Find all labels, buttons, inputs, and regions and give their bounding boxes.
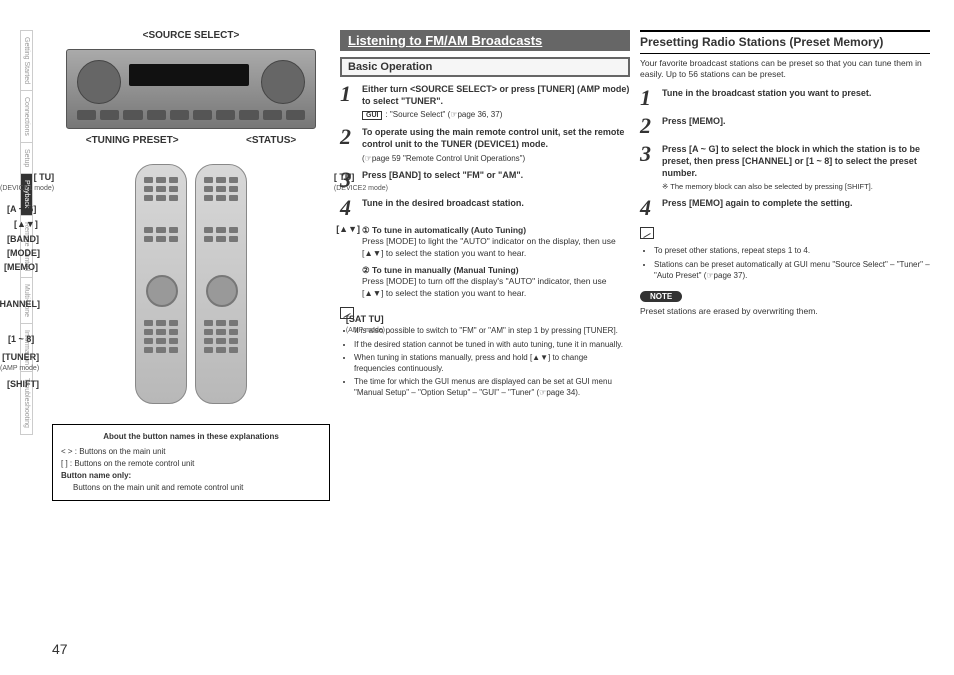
subtitle-basic-operation: Basic Operation [340,57,630,77]
r-step-3: 3 Press [A ~ G] to select the block in w… [640,143,930,179]
column-right: Presetting Radio Stations (Preset Memory… [640,30,930,317]
step-num-1: 1 [340,83,358,107]
right-bullets: To preset other stations, repeat steps 1… [640,245,930,281]
callout-mode: [MODE] [7,248,40,258]
about-line4: Buttons on the main unit and remote cont… [61,482,321,494]
mid-bullet-4: The time for which the GUI menus are dis… [354,376,630,398]
step-1: 1 Either turn <SOURCE SELECT> or press [… [340,83,630,107]
callout-band: [BAND] [7,234,39,244]
callout-channel: [CHANNEL] [0,299,40,309]
r-step-2: 2 Press [MEMO]. [640,115,930,137]
note-body: Preset stations are erased by overwritin… [640,306,930,317]
about-line1: < > : Buttons on the main unit [61,446,321,458]
callout-shift: [SHIFT] [7,379,39,389]
step-1-text: Either turn <SOURCE SELECT> or press [TU… [362,84,629,106]
mid-bullet-1: It is also possible to switch to "FM" or… [354,325,630,336]
step-3: 3 Press [BAND] to select "FM" or "AM". [340,169,630,191]
page-number: 47 [52,641,68,657]
receiver-diagram [66,49,316,129]
callout-tu-1: [ TU](DEVICE1 mode) [0,172,54,192]
step-3-text: Press [BAND] to select "FM" or "AM". [362,170,523,180]
callout-1-8: [1 ~ 8] [8,334,34,344]
r-step-3-note: ※ The memory block can also be selected … [662,182,930,191]
label-tuning-preset: <TUNING PRESET> [86,135,179,146]
about-line2: [ ] : Buttons on the remote control unit [61,458,321,470]
heading-preset-memory: Presetting Radio Stations (Preset Memory… [640,30,930,54]
about-box: About the button names in these explanat… [52,424,330,501]
label-status: <STATUS> [246,135,296,146]
step-4: 4 Tune in the desired broadcast station. [340,197,630,219]
r-step-1: 1 Tune in the broadcast station you want… [640,87,930,109]
remotes-diagram: [ TU](DEVICE1 mode) [A ~ G] [▲▼] [BAND] … [52,164,330,404]
callout-tuner: [TUNER](AMP mode) [0,352,39,372]
callout-ag: [A ~ G] [7,204,36,214]
remote-1 [135,164,187,404]
step-2-text: To operate using the main remote control… [362,127,624,149]
mid-bullet-3: When tuning in stations manually, press … [354,352,630,374]
pen-icon [340,307,354,319]
right-bullet-2: Stations can be preset automatically at … [654,259,930,281]
tab-connections[interactable]: Connections [20,90,33,142]
note-pill: NOTE [640,291,682,302]
step-num-4: 4 [340,197,358,219]
tab-getting-started[interactable]: Getting Started [20,30,33,90]
right-bullet-1: To preset other stations, repeat steps 1… [654,245,930,256]
about-title: About the button names in these explanat… [61,431,321,443]
column-left: <SOURCE SELECT> <TUNING PRESET> <STATUS>… [52,30,330,501]
r-step-4: 4 Press [MEMO] again to complete the set… [640,197,930,219]
label-source-select: <SOURCE SELECT> [52,30,330,41]
step-2: 2 To operate using the main remote contr… [340,126,630,150]
remote-2 [195,164,247,404]
mid-bullets: It is also possible to switch to "FM" or… [340,325,630,398]
about-line3: Button name only: [61,470,321,482]
step-4-text: Tune in the desired broadcast station. [362,198,524,208]
manual-tuning: ② To tune in manually (Manual Tuning) Pr… [362,265,630,299]
tab-setup[interactable]: Setup [20,142,33,173]
callout-updown-1: [▲▼] [14,219,38,229]
title-listening: Listening to FM/AM Broadcasts [340,30,630,51]
mid-bullet-2: If the desired station cannot be tuned i… [354,339,630,350]
column-mid: Listening to FM/AM Broadcasts Basic Oper… [340,30,630,401]
step-2-ref: (☞page 59 "Remote Control Unit Operation… [362,154,630,163]
step-1-ref: GUI: "Source Select" (☞page 36, 37) [362,110,630,120]
label-row-below-receiver: <TUNING PRESET> <STATUS> [52,135,330,146]
preset-intro: Your favorite broadcast stations can be … [640,58,930,81]
step-num-2: 2 [340,126,358,150]
pen-icon-2 [640,227,654,239]
gui-icon: GUI [362,111,382,120]
auto-tuning: ① To tune in automatically (Auto Tuning)… [362,225,630,259]
callout-memo: [MEMO] [4,262,38,272]
step-num-3: 3 [340,169,358,191]
